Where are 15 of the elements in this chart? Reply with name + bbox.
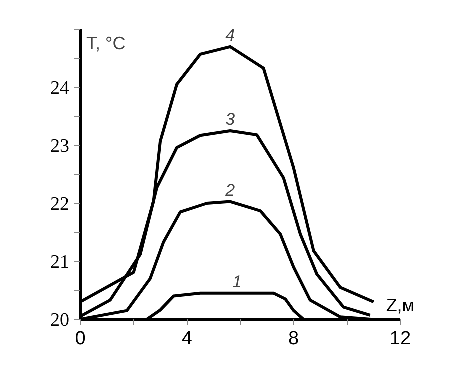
y-tick-label: 23 [50, 136, 70, 157]
x-tick-label: 8 [288, 328, 300, 350]
y-axis-title: T, °C [86, 34, 126, 54]
x-tick-label: 12 [390, 328, 412, 350]
x-tick-label: 0 [75, 328, 86, 350]
x-tick-label: 4 [182, 328, 193, 350]
y-tick-label: 21 [50, 252, 70, 273]
series-label: 4 [226, 26, 236, 45]
y-tick-label: 20 [50, 310, 70, 331]
x-axis-title: Z,м [386, 296, 415, 316]
y-tick-label: 24 [50, 78, 70, 99]
series-label: 1 [232, 272, 242, 292]
series-label: 3 [226, 110, 236, 129]
series-label: 2 [224, 180, 236, 200]
y-tick-label: 22 [50, 194, 70, 215]
